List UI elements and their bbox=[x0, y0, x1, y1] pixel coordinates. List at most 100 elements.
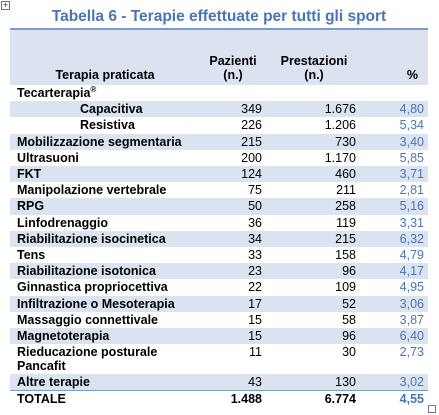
row-patients: 15 bbox=[248, 312, 262, 327]
row-patients: 226 bbox=[241, 118, 262, 133]
row-percent: 3,02 bbox=[362, 374, 428, 391]
table-row: Infiltrazione o Mesoterapia 17 52 3,06 bbox=[10, 295, 428, 312]
row-percent: 6,32 bbox=[362, 230, 428, 248]
row-therapy-name: Altre terapie bbox=[10, 374, 200, 391]
row-therapy-name: Mobilizzazione segmentaria bbox=[10, 133, 200, 150]
row-patients: 33 bbox=[248, 248, 262, 263]
row-patients: 50 bbox=[200, 198, 266, 215]
row-therapy-name: Resistiva bbox=[80, 118, 135, 133]
group-row-tecarterapia: Tecarterapia® bbox=[10, 85, 428, 101]
total-patients: 1.488 bbox=[200, 390, 266, 408]
row-percent: 5,34 bbox=[399, 118, 424, 133]
row-therapy-name: Magnetoterapia bbox=[10, 328, 200, 345]
row-percent: 6,40 bbox=[362, 328, 428, 345]
row-therapy-name: Tens bbox=[17, 248, 46, 263]
table-row: Riabilitazione isocinetica 34 215 6,32 bbox=[10, 230, 428, 248]
table-row: Mobilizzazione segmentaria 215 730 3,40 bbox=[10, 133, 428, 150]
table-row: Manipolazione vertebrale 75 211 2,81 bbox=[10, 182, 428, 198]
table-row: Resistiva 226 1.206 5,34 bbox=[10, 117, 428, 133]
row-services: 52 bbox=[266, 295, 362, 312]
row-therapy-name: Infiltrazione o Mesoterapia bbox=[10, 295, 200, 312]
row-services: 96 bbox=[266, 328, 362, 345]
row-patients: 200 bbox=[241, 150, 262, 165]
row-services: 211 bbox=[336, 183, 356, 198]
row-patients: 75 bbox=[248, 183, 262, 198]
row-services: 30 bbox=[342, 345, 356, 360]
row-services: 109 bbox=[335, 280, 356, 295]
row-patients: 17 bbox=[200, 295, 266, 312]
table-title: Tabella 6 - Terapie effettuate per tutti… bbox=[10, 6, 428, 30]
table-header-row: Terapia praticata Pazienti (n.) Prestazio… bbox=[10, 44, 428, 85]
row-services: 730 bbox=[266, 133, 362, 150]
table-row: FKT 124 460 3,71 bbox=[10, 166, 428, 183]
table-row: Massaggio connettivale 15 58 3,87 bbox=[10, 312, 428, 328]
row-percent: 4,79 bbox=[399, 248, 424, 263]
move-handle-icon[interactable]: + bbox=[1, 0, 10, 10]
row-therapy-name: Riabilitazione isotonica bbox=[10, 263, 200, 280]
row-patients: 34 bbox=[200, 230, 266, 248]
row-patients: 23 bbox=[200, 263, 266, 280]
row-services: 460 bbox=[266, 166, 362, 183]
total-services: 6.774 bbox=[266, 390, 362, 408]
row-services: 158 bbox=[335, 248, 356, 263]
row-percent: 5,16 bbox=[362, 198, 428, 215]
therapy-table: Terapia praticata Pazienti (n.) Prestazio… bbox=[10, 44, 428, 408]
row-percent: 3,31 bbox=[399, 215, 424, 230]
row-services: 1.206 bbox=[324, 118, 356, 133]
row-therapy-name: RPG bbox=[10, 198, 200, 215]
row-therapy-name: Capacitiva bbox=[10, 101, 200, 118]
row-therapy-name: Ultrasuoni bbox=[17, 150, 79, 165]
table-row: Ultrasuoni 200 1.170 5,85 bbox=[10, 150, 428, 166]
row-percent: 4,80 bbox=[362, 101, 428, 118]
therapy-table-card: Tabella 6 - Terapie effettuate per tutti… bbox=[10, 6, 428, 408]
row-patients: 15 bbox=[200, 328, 266, 345]
row-patients: 43 bbox=[200, 374, 266, 391]
group-label: Tecarterapia® bbox=[17, 84, 97, 100]
total-row: TOTALE 1.488 6.774 4,55 bbox=[10, 390, 428, 408]
table-row: Linfodrenaggio 36 119 3,31 bbox=[10, 215, 428, 231]
header-percent: % bbox=[362, 44, 428, 85]
header-band bbox=[10, 30, 428, 44]
row-percent: 3,40 bbox=[362, 133, 428, 150]
row-percent: 3,06 bbox=[362, 295, 428, 312]
row-percent: 5,85 bbox=[399, 150, 424, 165]
row-services: 96 bbox=[266, 263, 362, 280]
row-percent: 4,17 bbox=[362, 263, 428, 280]
table-row: RPG 50 258 5,16 bbox=[10, 198, 428, 215]
table-row: Rieducazione posturale Pancafit 11 30 2,73 bbox=[10, 344, 428, 374]
table-row: Ginnastica propriocettiva 22 109 4,95 bbox=[10, 279, 428, 295]
table-row: Tens 33 158 4,79 bbox=[10, 247, 428, 263]
table-row: Riabilitazione isotonica 23 96 4,17 bbox=[10, 263, 428, 280]
row-therapy-name: FKT bbox=[10, 166, 200, 183]
row-patients: 124 bbox=[200, 166, 266, 183]
row-therapy-name: Riabilitazione isocinetica bbox=[10, 230, 200, 248]
row-percent: 4,95 bbox=[399, 280, 424, 295]
row-services: 58 bbox=[342, 312, 356, 327]
row-percent: 2,81 bbox=[399, 183, 424, 198]
resize-handle-icon[interactable] bbox=[428, 405, 436, 413]
row-therapy-name: Rieducazione posturale Pancafit bbox=[17, 345, 158, 374]
row-therapy-name: Manipolazione vertebrale bbox=[17, 183, 167, 198]
header-therapy: Terapia praticata bbox=[10, 44, 200, 85]
total-label: TOTALE bbox=[10, 390, 200, 408]
row-percent: 2,73 bbox=[399, 345, 424, 360]
row-patients: 22 bbox=[248, 280, 262, 295]
row-services: 119 bbox=[336, 215, 356, 230]
total-percent: 4,55 bbox=[362, 390, 428, 408]
table-row: Magnetoterapia 15 96 6,40 bbox=[10, 328, 428, 345]
table-row: Altre terapie 43 130 3,02 bbox=[10, 374, 428, 391]
table-row: Capacitiva 349 1.676 4,80 bbox=[10, 101, 428, 118]
row-patients: 11 bbox=[249, 345, 262, 360]
row-patients: 215 bbox=[200, 133, 266, 150]
row-services: 130 bbox=[266, 374, 362, 391]
row-therapy-name: Massaggio connettivale bbox=[17, 312, 159, 327]
row-percent: 3,87 bbox=[399, 312, 424, 327]
row-therapy-name: Ginnastica propriocettiva bbox=[17, 280, 168, 295]
row-patients: 349 bbox=[200, 101, 266, 118]
row-services: 258 bbox=[266, 198, 362, 215]
row-therapy-name: Linfodrenaggio bbox=[17, 215, 108, 230]
header-services: Prestazioni (n.) bbox=[266, 44, 362, 85]
row-patients: 36 bbox=[248, 215, 262, 230]
header-patients: Pazienti (n.) bbox=[200, 44, 266, 85]
row-services: 215 bbox=[266, 230, 362, 248]
